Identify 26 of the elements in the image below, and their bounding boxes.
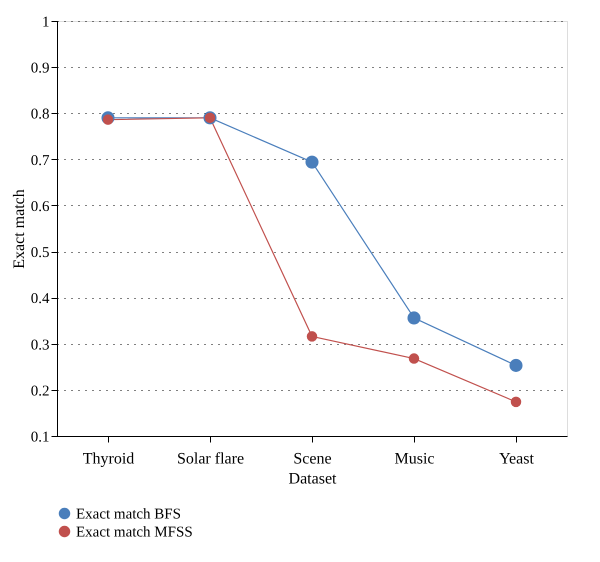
x-tick-label: Music (394, 450, 434, 468)
x-tick-label: Thyroid (82, 450, 134, 468)
y-tick-label: 1 (42, 14, 50, 30)
point (509, 358, 523, 372)
y-tick-label: 0.7 (30, 152, 50, 169)
y-axis-title: Exact match (10, 189, 28, 269)
point (102, 114, 114, 125)
point (408, 353, 420, 364)
y-tick-label: 0.6 (30, 198, 50, 215)
y-tick-label: 0.3 (30, 337, 50, 354)
x-tick-label: Scene (293, 450, 332, 468)
point (306, 331, 318, 342)
point (407, 311, 421, 324)
x-axis-title: Dataset (288, 470, 338, 488)
point (510, 396, 522, 408)
y-tick-label: 0.5 (30, 245, 50, 262)
y-tick-label: 0.9 (30, 60, 50, 77)
point (305, 156, 319, 169)
y-tick-label: 0.2 (30, 383, 50, 400)
legend-label: Exact match MFSS (76, 524, 193, 540)
legend-label: Exact match BFS (76, 506, 181, 522)
y-tick-label: 0.8 (30, 106, 50, 123)
x-tick-label: Solar flare (176, 450, 244, 468)
y-tick-label: 0.4 (30, 291, 50, 308)
y-tick-label: 0.1 (30, 430, 50, 446)
x-tick-label: Yeast (499, 450, 534, 468)
